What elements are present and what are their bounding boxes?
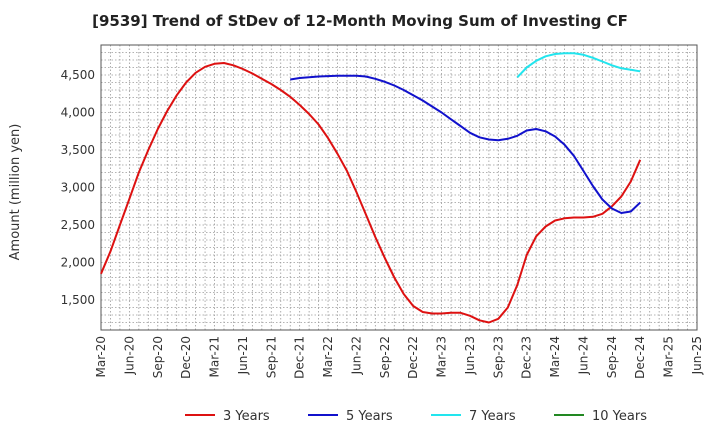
x-tick-label: Dec-23 xyxy=(520,336,534,379)
chart-title: [9539] Trend of StDev of 12-Month Moving… xyxy=(92,12,628,30)
x-tick-label: Jun-23 xyxy=(463,336,477,375)
x-tick-label: Mar-20 xyxy=(94,336,108,377)
x-axis: Mar-20 Jun-20 Sep-20 Dec-20 Mar-21 Jun-21 Sep-… xyxy=(94,336,704,379)
x-tick-label: Sep-24 xyxy=(605,336,619,378)
y-axis-label: Amount (million yen) xyxy=(8,124,23,261)
series-line-7-years xyxy=(516,52,641,78)
y-tick-label: 2,500 xyxy=(61,218,95,232)
series-line-5-years xyxy=(290,74,641,214)
x-tick-label: Mar-23 xyxy=(435,336,449,377)
legend-label: 5 Years xyxy=(346,409,393,424)
x-tick-label: Jun-21 xyxy=(236,336,250,375)
x-tick-label: Jun-22 xyxy=(349,336,363,375)
y-tick-label: 4,000 xyxy=(61,106,95,120)
legend: 3 Years 5 Years 7 Years 10 Years xyxy=(185,409,647,424)
x-tick-label: Dec-22 xyxy=(406,336,420,379)
y-tick-label: 1,500 xyxy=(61,293,95,307)
x-tick-label: Sep-23 xyxy=(491,336,505,378)
x-tick-label: Mar-22 xyxy=(321,336,335,377)
x-tick-label: Dec-20 xyxy=(179,336,193,379)
plot-area xyxy=(100,44,698,331)
legend-label: 7 Years xyxy=(469,409,516,424)
y-tick-label: 2,000 xyxy=(61,256,95,270)
x-tick-label: Sep-21 xyxy=(264,336,278,378)
x-tick-label: Mar-21 xyxy=(208,336,222,377)
x-tick-label: Mar-24 xyxy=(548,336,562,377)
y-tick-label: 3,500 xyxy=(61,143,95,157)
y-tick-label: 4,500 xyxy=(61,68,95,82)
series-line-3-years xyxy=(100,62,642,324)
y-axis: 1,500 2,000 2,500 3,000 3,500 4,000 4,500 xyxy=(61,68,95,307)
x-tick-label: Jun-25 xyxy=(690,336,704,375)
x-tick-label: Dec-21 xyxy=(293,336,307,379)
x-tick-label: Jun-24 xyxy=(576,336,590,375)
grid-lines xyxy=(100,44,698,331)
legend-label: 3 Years xyxy=(223,409,270,424)
x-tick-label: Mar-25 xyxy=(662,336,676,377)
y-tick-label: 3,000 xyxy=(61,181,95,195)
series-lines xyxy=(100,52,642,324)
x-tick-label: Sep-22 xyxy=(378,336,392,378)
x-tick-label: Jun-20 xyxy=(122,336,136,375)
legend-label: 10 Years xyxy=(592,409,647,424)
x-tick-label: Dec-24 xyxy=(633,336,647,379)
x-tick-label: Sep-20 xyxy=(151,336,165,378)
